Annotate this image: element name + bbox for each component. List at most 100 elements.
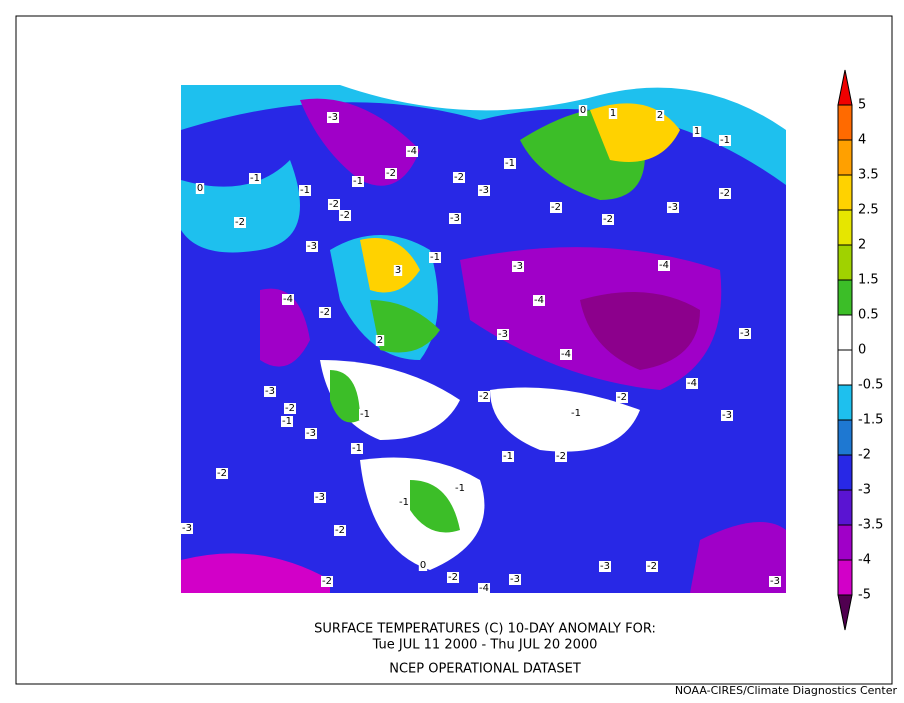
contour-label-bg [393, 265, 403, 276]
contour-label: -3 [328, 112, 338, 123]
contour-label-bg [478, 391, 490, 402]
contour-label-bg [321, 576, 333, 587]
contour-label: -3 [265, 386, 275, 397]
contour-label-bg [339, 210, 351, 221]
contour-label-bg [658, 260, 670, 271]
credit: NOAA-CIRES/Climate Diagnostics Center [675, 684, 898, 697]
contour-label: -3 [740, 328, 750, 339]
contour-label-bg [453, 172, 465, 183]
contour-label: -2 [454, 172, 464, 183]
contour-label: -2 [386, 168, 396, 179]
contour-label-bg [328, 199, 340, 210]
colorbar-swatch [837, 384, 853, 421]
contour-label: -2 [479, 391, 489, 402]
contour-label: -2 [448, 572, 458, 583]
colorbar-label: -1.5 [858, 413, 883, 428]
dataset: NCEP OPERATIONAL DATASET [389, 662, 581, 677]
contour-label: -3 [479, 185, 489, 196]
contour-label-bg [306, 241, 318, 252]
contour-label: -3 [498, 329, 508, 340]
contour-label-bg [299, 185, 311, 196]
contour-label: 3 [395, 265, 401, 276]
contour-label: -2 [322, 576, 332, 587]
colorbar-swatch [837, 349, 853, 386]
colorbar-swatch [837, 139, 853, 176]
colorbar-label: 4 [858, 133, 866, 148]
contour-label-bg [721, 410, 733, 421]
contour-label-bg [599, 561, 611, 572]
contour-label-bg [454, 483, 466, 494]
contour-label-bg [281, 416, 293, 427]
colorbar-swatch [837, 104, 853, 141]
colorbar-label: 0 [858, 343, 866, 358]
contour-label-bg [646, 561, 658, 572]
contour-label-bg [739, 328, 751, 339]
colorbar-swatch [837, 419, 853, 456]
colorbar-label: 5 [858, 98, 866, 113]
contour-label: -2 [556, 451, 566, 462]
contour-label-bg [319, 307, 331, 318]
colorbar-cap [837, 594, 853, 631]
colorbar-label: 3.5 [858, 168, 879, 183]
contour-label-bg [352, 176, 364, 187]
contour-label: -4 [561, 349, 571, 360]
contour-label-bg [655, 110, 665, 121]
contour-label: -2 [340, 210, 350, 221]
contour-label-bg [305, 428, 317, 439]
contour-label-bg [509, 574, 521, 585]
contour-label: -2 [647, 561, 657, 572]
contour-label-bg [334, 525, 346, 536]
contour-label: -2 [217, 468, 227, 479]
colorbar-label: -4 [858, 553, 871, 568]
contour-label-bg [533, 295, 545, 306]
contour-label: -3 [668, 202, 678, 213]
contour-label-bg [560, 349, 572, 360]
colorbar-label: -2 [858, 448, 871, 463]
contour-labels: -3-4-1-1-1-2 -2-3-1-2-2 -3-2-2-2-3-2-3-1-3… [181, 105, 781, 594]
contour-label: -3 [600, 561, 610, 572]
contour-label-bg [686, 378, 698, 389]
contour-label-bg [608, 108, 618, 119]
contour-label: -1 [250, 173, 260, 184]
colorbar-swatch [837, 489, 853, 526]
colorbar-label: 2.5 [858, 203, 879, 218]
contour-label-bg [327, 112, 339, 123]
colorbar-label: -5 [858, 588, 871, 603]
contour-label: -3 [315, 492, 325, 503]
contour-label: -2 [329, 199, 339, 210]
contour-label: -4 [534, 295, 544, 306]
contour-label-bg [181, 523, 193, 534]
map-title: SURFACE TEMPERATURES (C) 10-DAY ANOMALY … [314, 622, 656, 637]
contour-label-bg [449, 213, 461, 224]
contour-label-bg [249, 173, 261, 184]
colorbar-swatch [837, 174, 853, 211]
contour-label: -4 [283, 294, 293, 305]
contour-label-bg [504, 158, 516, 169]
contour-label-bg [282, 294, 294, 305]
colorbar-swatch [837, 524, 853, 561]
contour-label-bg [550, 202, 562, 213]
contour-label: 1 [610, 108, 616, 119]
contour-label: -1 [282, 416, 292, 427]
contour-label: -2 [320, 307, 330, 318]
contour-label: -1 [353, 176, 363, 187]
contour-label-bg [351, 443, 363, 454]
contour-label: -2 [285, 403, 295, 414]
contour-label: -2 [335, 525, 345, 536]
contour-label-bg [555, 451, 567, 462]
contour-label: 0 [420, 560, 426, 571]
contour-label-bg [602, 214, 614, 225]
contour-label: -1 [720, 135, 730, 146]
contour-label-bg [667, 202, 679, 213]
contour-label: -2 [617, 392, 627, 403]
colorbar-label: 1.5 [858, 273, 879, 288]
contour-label: -2 [551, 202, 561, 213]
contour-label-bg [314, 492, 326, 503]
contour-label-bg [719, 135, 731, 146]
contour-label-bg [375, 335, 385, 346]
map-field [181, 85, 786, 593]
contour-label-bg [502, 451, 514, 462]
contour-label-bg [234, 217, 246, 228]
contour-label-bg [478, 185, 490, 196]
contour-label-bg [195, 183, 205, 194]
